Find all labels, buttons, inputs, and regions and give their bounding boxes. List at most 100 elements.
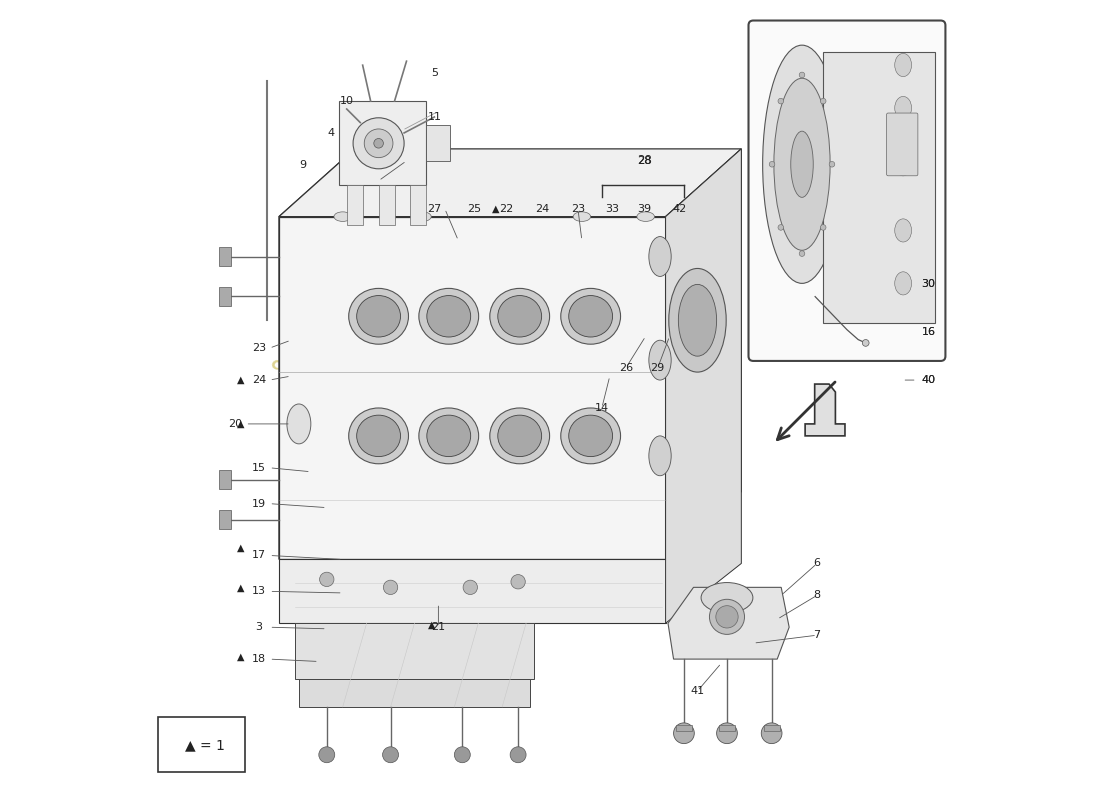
Text: 28: 28 [637, 156, 651, 166]
Circle shape [510, 574, 526, 589]
Circle shape [320, 572, 334, 586]
Ellipse shape [774, 78, 830, 250]
Text: ▲: ▲ [236, 582, 244, 592]
Polygon shape [219, 510, 231, 529]
Text: 20: 20 [228, 419, 242, 429]
Ellipse shape [894, 219, 912, 242]
Text: 28: 28 [637, 154, 651, 167]
Text: 22: 22 [499, 204, 514, 214]
Ellipse shape [287, 404, 311, 444]
Text: a passion for parts since 1996: a passion for parts since 1996 [265, 346, 644, 581]
Ellipse shape [637, 212, 654, 222]
Ellipse shape [894, 54, 912, 77]
Ellipse shape [649, 436, 671, 476]
Text: ▲: ▲ [236, 542, 244, 553]
Ellipse shape [419, 288, 478, 344]
Circle shape [716, 606, 738, 628]
Polygon shape [805, 384, 845, 436]
Circle shape [769, 162, 774, 167]
Ellipse shape [649, 340, 671, 380]
Text: 16: 16 [922, 327, 936, 338]
Ellipse shape [762, 45, 842, 283]
Polygon shape [279, 149, 354, 559]
Polygon shape [279, 149, 741, 217]
Ellipse shape [356, 415, 400, 457]
Polygon shape [666, 149, 741, 623]
Text: 23: 23 [571, 204, 585, 214]
Polygon shape [295, 623, 535, 679]
Ellipse shape [356, 295, 400, 337]
Ellipse shape [894, 272, 912, 295]
Circle shape [761, 723, 782, 744]
Circle shape [374, 138, 384, 148]
Text: 7: 7 [814, 630, 821, 640]
FancyBboxPatch shape [887, 113, 917, 176]
FancyBboxPatch shape [157, 718, 244, 772]
Circle shape [463, 580, 477, 594]
Text: 23: 23 [252, 343, 266, 353]
Circle shape [364, 129, 393, 158]
Ellipse shape [498, 415, 541, 457]
Polygon shape [668, 587, 789, 659]
Ellipse shape [710, 599, 745, 634]
Polygon shape [279, 559, 666, 623]
Circle shape [800, 72, 805, 78]
Circle shape [673, 723, 694, 744]
Text: ▲: ▲ [236, 652, 244, 662]
Ellipse shape [649, 237, 671, 277]
Ellipse shape [414, 212, 431, 222]
Text: 27: 27 [427, 204, 441, 214]
Text: 41: 41 [691, 686, 704, 696]
Ellipse shape [498, 295, 541, 337]
Polygon shape [427, 125, 450, 161]
Circle shape [454, 746, 471, 762]
Text: 17: 17 [252, 550, 266, 561]
Text: 14: 14 [595, 403, 609, 413]
Text: 24: 24 [252, 375, 266, 385]
Text: 5: 5 [431, 68, 438, 78]
Text: 15: 15 [252, 462, 266, 473]
Polygon shape [719, 726, 735, 731]
Circle shape [862, 339, 869, 346]
Polygon shape [763, 726, 780, 731]
Text: 9: 9 [299, 160, 307, 170]
Text: 19: 19 [252, 498, 266, 509]
Circle shape [510, 746, 526, 762]
Text: 25: 25 [468, 204, 482, 214]
Polygon shape [346, 185, 363, 225]
Text: 42: 42 [672, 204, 686, 214]
Polygon shape [410, 185, 427, 225]
Text: 10: 10 [340, 96, 354, 106]
Ellipse shape [419, 408, 478, 464]
Polygon shape [339, 101, 427, 185]
Text: ▲: ▲ [236, 419, 244, 429]
Text: ▲: ▲ [236, 375, 244, 385]
Ellipse shape [334, 212, 352, 222]
Polygon shape [219, 470, 231, 490]
Text: 40: 40 [922, 375, 936, 385]
Circle shape [821, 98, 826, 104]
Text: 40: 40 [922, 375, 936, 385]
Text: 24: 24 [535, 204, 549, 214]
Text: 30: 30 [922, 279, 936, 290]
Text: 18: 18 [252, 654, 266, 664]
Circle shape [778, 98, 783, 104]
Polygon shape [279, 217, 666, 559]
Ellipse shape [894, 97, 912, 119]
Ellipse shape [561, 288, 620, 344]
Text: ▲: ▲ [492, 204, 499, 214]
Text: 30: 30 [922, 279, 936, 290]
Circle shape [716, 723, 737, 744]
Circle shape [778, 225, 783, 230]
Circle shape [821, 225, 826, 230]
Text: 39: 39 [637, 204, 651, 214]
Circle shape [800, 250, 805, 257]
Polygon shape [666, 149, 741, 559]
Text: 26: 26 [618, 363, 632, 373]
Polygon shape [378, 185, 395, 225]
Ellipse shape [427, 415, 471, 457]
Ellipse shape [669, 269, 726, 372]
Text: 33: 33 [605, 204, 619, 214]
Ellipse shape [427, 295, 471, 337]
Polygon shape [219, 286, 231, 306]
